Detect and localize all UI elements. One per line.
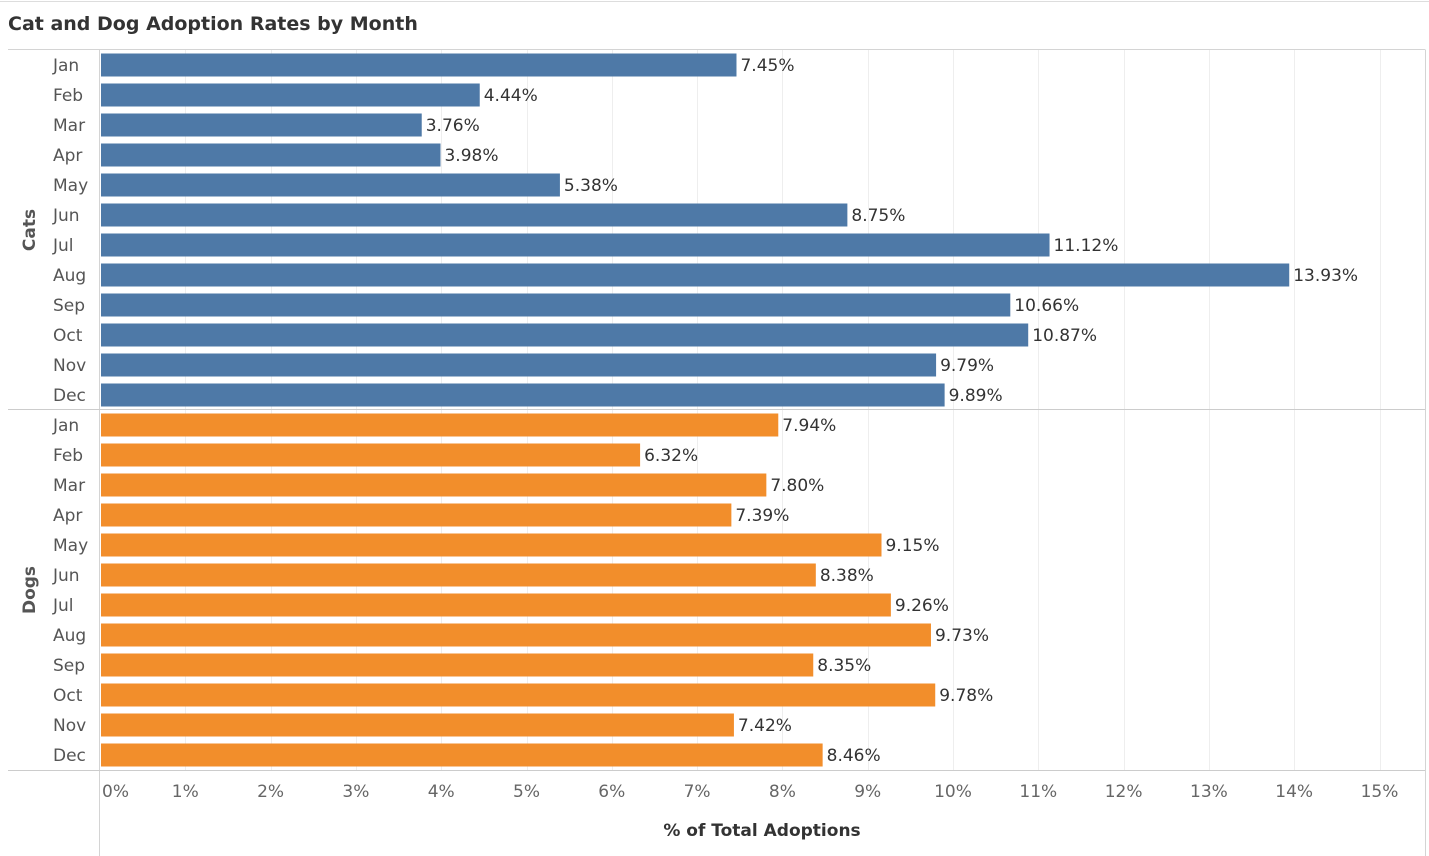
x-axis-title: % of Total Adoptions [663, 821, 860, 841]
group-label: Cats [20, 209, 40, 251]
data-label: 3.76% [426, 116, 480, 136]
category-label: Oct [53, 686, 83, 706]
data-label: 10.87% [1032, 326, 1097, 346]
bar [101, 383, 945, 407]
bar [101, 743, 823, 767]
bar [101, 593, 891, 617]
category-label: Jan [52, 416, 79, 436]
data-label: 13.93% [1293, 266, 1358, 286]
bar [101, 83, 480, 107]
x-tick-label: 14% [1275, 782, 1313, 802]
data-label: 7.39% [735, 506, 789, 526]
category-label: May [53, 536, 88, 556]
x-tick-label: 3% [342, 782, 369, 802]
data-label: 8.35% [817, 656, 871, 676]
data-label: 4.44% [484, 86, 538, 106]
bar [101, 533, 882, 557]
category-label: Nov [53, 356, 86, 376]
category-label: Jan [52, 56, 79, 76]
x-tick-label: 10% [934, 782, 972, 802]
data-label: 9.73% [935, 626, 989, 646]
data-label: 11.12% [1054, 236, 1119, 256]
x-tick-label: 4% [428, 782, 455, 802]
data-label: 9.26% [895, 596, 949, 616]
x-tick-label: 9% [854, 782, 881, 802]
x-tick-label: 2% [257, 782, 284, 802]
category-label: Jun [52, 206, 80, 226]
bar [101, 263, 1290, 287]
category-label: Feb [53, 446, 83, 466]
category-label: Oct [53, 326, 83, 346]
bar [101, 353, 937, 377]
data-label: 9.89% [949, 386, 1003, 406]
category-label: Sep [53, 656, 85, 676]
bar [101, 413, 779, 437]
data-label: 7.45% [740, 56, 794, 76]
category-label: Mar [53, 116, 85, 136]
data-label: 7.80% [770, 476, 824, 496]
data-label: 9.78% [939, 686, 993, 706]
category-label: Dec [53, 386, 86, 406]
category-label: Jun [52, 566, 80, 586]
category-label: Dec [53, 746, 86, 766]
bar [101, 653, 814, 677]
bar [101, 713, 734, 737]
x-tick-label: 6% [598, 782, 625, 802]
category-label: Mar [53, 476, 85, 496]
x-tick-label: 7% [684, 782, 711, 802]
data-label: 9.15% [885, 536, 939, 556]
chart-title: Cat and Dog Adoption Rates by Month [8, 13, 418, 35]
data-label: 7.94% [782, 416, 836, 436]
data-label: 10.66% [1014, 296, 1079, 316]
bar [101, 443, 641, 467]
bar [101, 683, 936, 707]
bar [101, 113, 422, 137]
data-label: 8.75% [851, 206, 905, 226]
bar [101, 623, 931, 647]
data-label: 8.46% [827, 746, 881, 766]
data-label: 3.98% [444, 146, 498, 166]
bar [101, 173, 560, 197]
category-label: Sep [53, 296, 85, 316]
data-label: 7.42% [738, 716, 792, 736]
bar [101, 503, 732, 527]
category-label: Jul [52, 596, 74, 616]
bar [101, 293, 1011, 317]
x-tick-label: 15% [1361, 782, 1399, 802]
data-label: 5.38% [564, 176, 618, 196]
x-tick-label: 11% [1019, 782, 1057, 802]
x-tick-label: 8% [769, 782, 796, 802]
category-label: Apr [53, 146, 82, 166]
x-tick-label: 1% [172, 782, 199, 802]
bar [101, 53, 737, 77]
data-label: 9.79% [940, 356, 994, 376]
category-label: Jul [52, 236, 74, 256]
bar [101, 473, 767, 497]
category-label: Apr [53, 506, 82, 526]
x-tick-label: 0% [102, 782, 129, 802]
category-label: May [53, 176, 88, 196]
category-label: Aug [53, 266, 86, 286]
category-label: Feb [53, 86, 83, 106]
group-label: Dogs [20, 566, 40, 614]
bar [101, 563, 816, 587]
bar [101, 233, 1050, 257]
bar [101, 143, 441, 167]
data-label: 8.38% [820, 566, 874, 586]
x-tick-label: 5% [513, 782, 540, 802]
category-label: Aug [53, 626, 86, 646]
bar [101, 203, 848, 227]
x-tick-label: 13% [1190, 782, 1228, 802]
data-label: 6.32% [644, 446, 698, 466]
x-tick-label: 12% [1105, 782, 1143, 802]
bar [101, 323, 1029, 347]
category-label: Nov [53, 716, 86, 736]
